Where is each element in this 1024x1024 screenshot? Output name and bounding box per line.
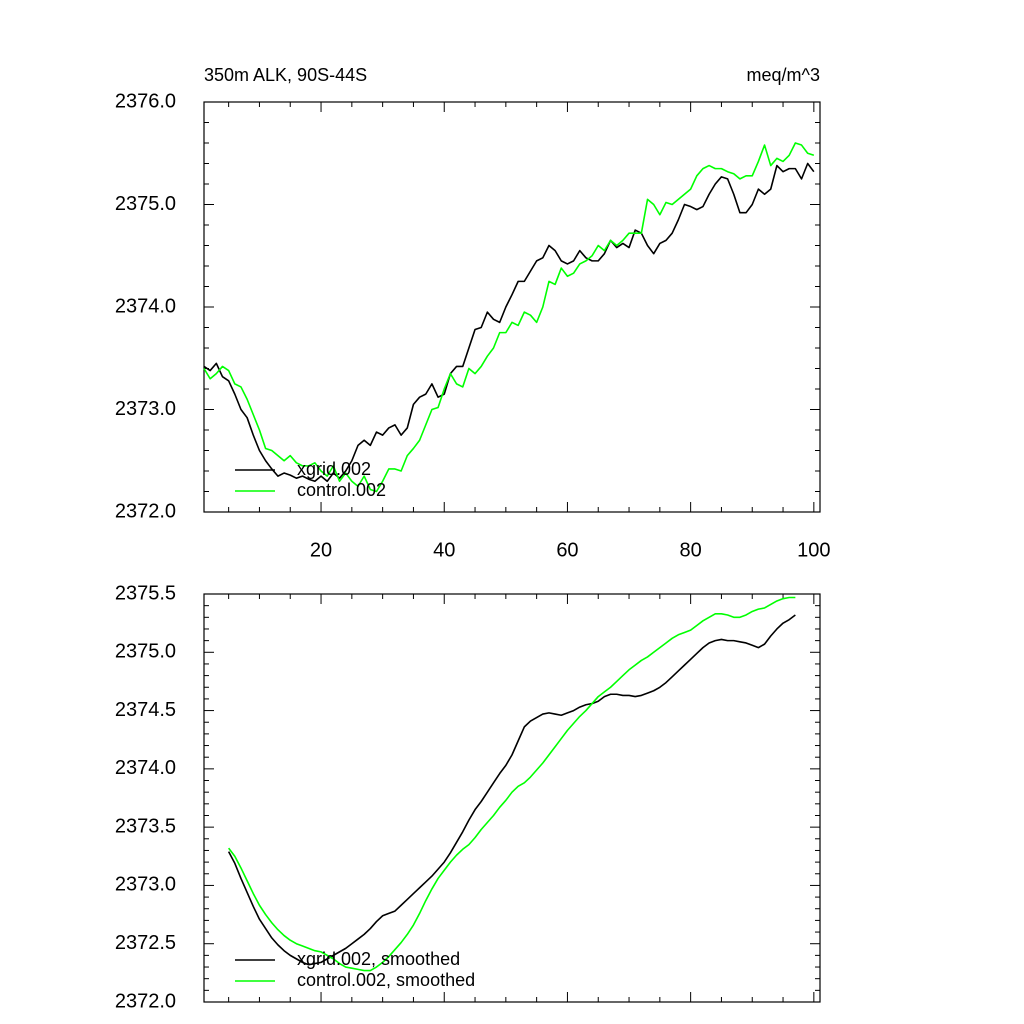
x-tick-label: 20 [310, 539, 332, 561]
y-tick-label: 2373.0 [115, 874, 176, 896]
y-tick-label: 2373.5 [115, 815, 176, 837]
chart-title: 350m ALK, 90S-44S [204, 65, 367, 85]
legend-label: control.002, smoothed [297, 970, 475, 990]
plot-frame [203, 593, 821, 1003]
units-label: meq/m^3 [747, 65, 820, 85]
y-tick-label: 2376.0 [115, 90, 176, 112]
chart-panel: 2372.0 2373.0 2374.0 2375.0 2376.0 20 40 60 80 10… [115, 65, 831, 562]
y-tick-label: 2374.0 [115, 757, 176, 779]
legend-label: control.002 [297, 480, 386, 500]
y-tick-label: 2372.0 [115, 500, 176, 522]
x-tick-label: 80 [680, 539, 702, 561]
series-line [203, 142, 815, 493]
series-line [228, 596, 796, 972]
x-tick-label: 100 [797, 539, 830, 561]
y-tick-label: 2375.0 [115, 641, 176, 663]
y-tick-label: 2372.0 [115, 990, 176, 1012]
x-tick-label: 60 [556, 539, 578, 561]
series-line [203, 162, 815, 483]
legend-label: xgrid.002, smoothed [297, 949, 460, 969]
y-tick-label: 2373.0 [115, 398, 176, 420]
plot-frame [203, 101, 821, 513]
series-line [227, 614, 796, 966]
y-tick-label: 2374.0 [115, 295, 176, 317]
y-tick-label: 2375.0 [115, 193, 176, 215]
x-tick-label: 40 [433, 539, 455, 561]
y-tick-label: 2374.5 [115, 699, 176, 721]
y-tick-label: 2375.5 [115, 582, 176, 604]
legend-label: xgrid.002 [297, 459, 371, 479]
chart-panel: 2372.0 2372.5 2373.0 2373.5 2374.0 2374.5 2375… [115, 582, 821, 1012]
y-tick-label: 2372.5 [115, 932, 176, 954]
